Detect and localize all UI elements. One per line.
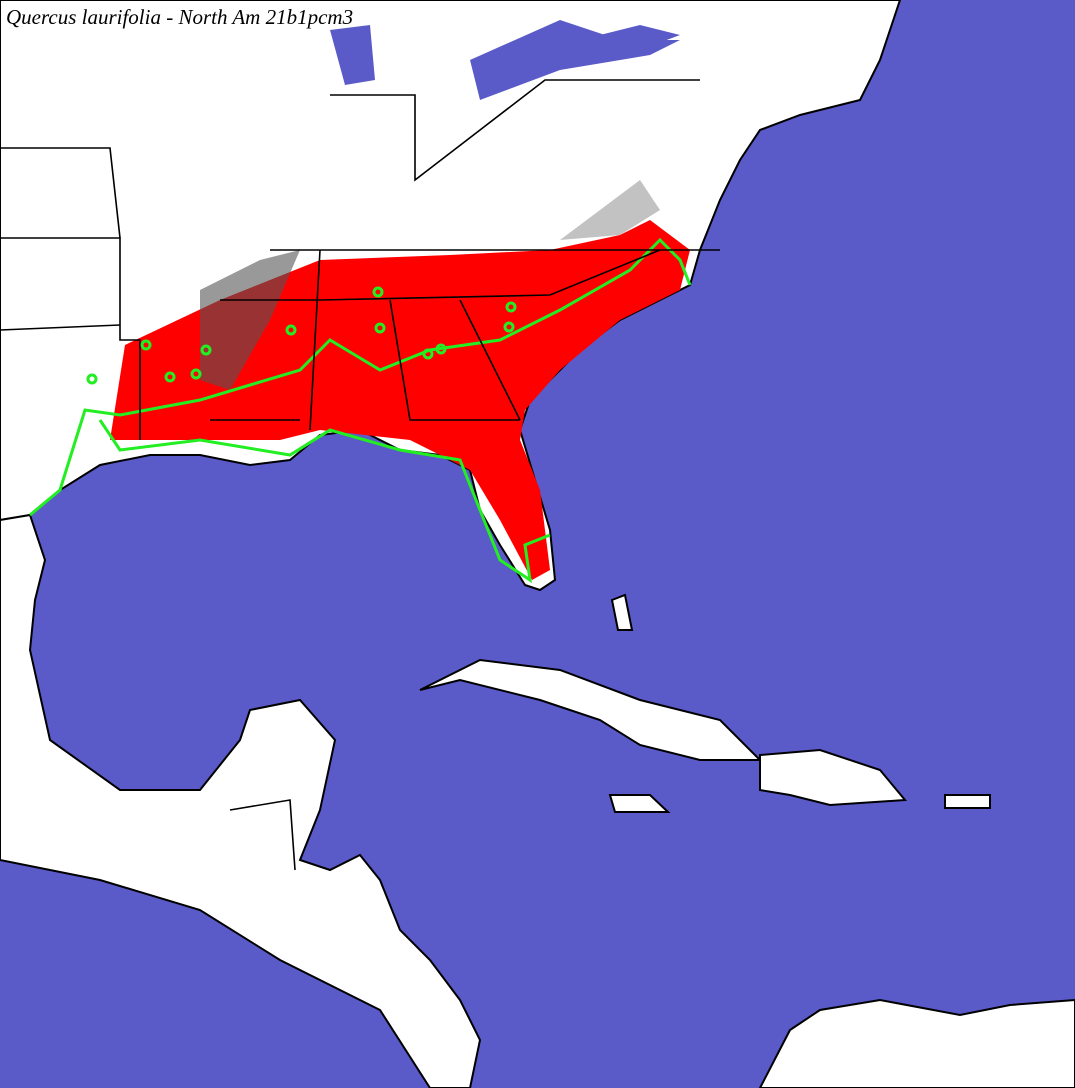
island-puerto-rico (944, 794, 991, 809)
island-jamaica (608, 794, 671, 813)
occurrence-points (86, 286, 517, 385)
occurrence-point (285, 324, 297, 336)
occurrence-point (200, 344, 212, 356)
native-range-outline (98, 419, 551, 584)
state-border (0, 147, 121, 239)
state-border (0, 324, 121, 331)
state-border (0, 237, 141, 440)
island-bahamas (610, 593, 634, 631)
occurrence-point (372, 286, 384, 298)
occurrence-point (422, 348, 434, 360)
state-border (330, 79, 700, 182)
occurrence-point (435, 343, 447, 355)
occurrence-point (503, 321, 515, 333)
state-border (220, 249, 661, 301)
land-mexico (0, 513, 482, 1088)
island-cuba (419, 658, 763, 761)
occurrence-point (140, 339, 152, 351)
occurrence-point (190, 368, 202, 380)
land-south-america (758, 998, 1075, 1088)
habitat-shade (200, 250, 300, 390)
habitat-shade (560, 180, 660, 240)
island-hispaniola (759, 748, 908, 807)
state-border (389, 299, 520, 421)
lake (330, 25, 375, 85)
state-border (309, 249, 321, 431)
lake (580, 25, 680, 50)
map-title: Quercus laurifolia - North Am 21b1pcm3 (6, 5, 353, 29)
occurrence-point (164, 371, 176, 383)
state-border (229, 799, 296, 871)
state-border (459, 299, 521, 421)
occurrence-point (86, 373, 98, 385)
occurrence-point (374, 322, 386, 334)
occurrence-point (505, 301, 517, 313)
